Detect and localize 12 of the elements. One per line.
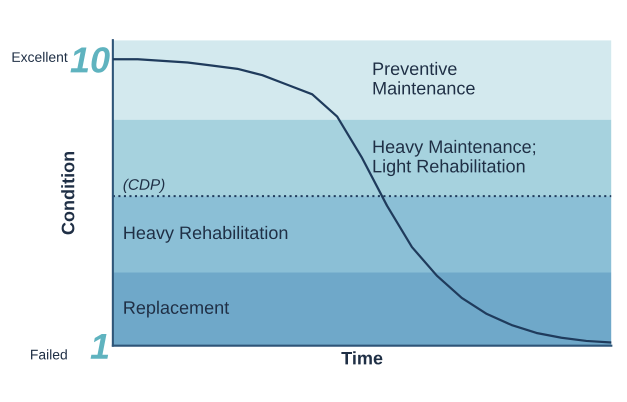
line-series — [112, 58, 612, 344]
band-label: Heavy Rehabilitation — [124, 226, 288, 243]
text: Failed — [31, 349, 67, 360]
band-label: Heavy Maintenance; Light Rehabilitation — [374, 140, 536, 176]
y-tick-label: 1 — [90, 334, 108, 359]
y-tick-label: 10 — [70, 47, 110, 73]
ref-line-label: (CDP) — [124, 178, 164, 193]
x-axis-title: Time — [341, 351, 382, 365]
text: Excellent — [12, 52, 68, 62]
y-axis-title: Condition — [61, 152, 74, 234]
band-label: Replacement — [124, 300, 230, 318]
band-label: Preventive Maintenance — [374, 62, 475, 95]
